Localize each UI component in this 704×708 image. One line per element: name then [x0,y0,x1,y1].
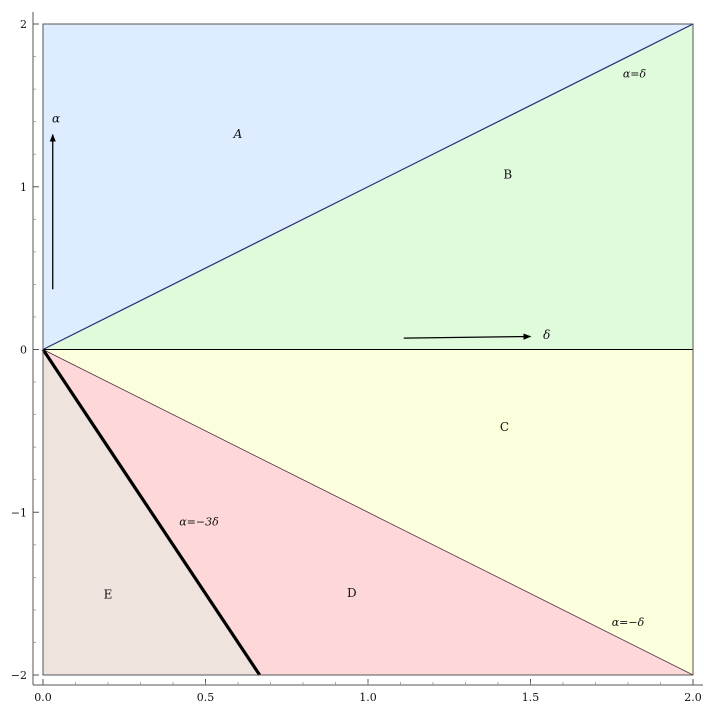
boundary-line-2 [41,348,262,676]
x-tick-label: 1.0 [359,691,377,704]
direction-arrow-label-1: δ [543,328,550,342]
x-tick-label: 0.0 [34,691,52,704]
region-label-b: B [503,168,512,182]
region-label-c: C [500,420,509,434]
x-tick-label: 0.5 [197,691,215,704]
arrow-layer: αδ [49,111,550,342]
boundary-line-layer [41,23,694,676]
direction-arrow-label-0: α [52,111,60,125]
boundary-line-1 [42,349,694,676]
boundary-line-0 [42,23,694,351]
boundary-line-label-2: α=−3δ [179,515,219,528]
y-tick-label: 0 [20,344,27,357]
y-tick-label: −1 [11,506,27,519]
axis-layer: 0.0 0.5 1.0 1.5 2.0 −2 −1 0 1 2 [11,12,703,704]
y-tick-label: −2 [11,669,27,682]
boundary-line-label-1: α=−δ [612,616,645,629]
region-label-d: D [347,586,357,600]
y-tick-label: 1 [20,181,27,194]
direction-arrow-1 [403,333,532,340]
region-label-e: E [104,588,113,602]
region-label-a: A [233,127,243,141]
boundary-line-label-0: α=δ [623,68,647,81]
plot-frame [42,23,694,676]
x-tick-label: 1.5 [522,691,540,704]
label-layer: A B C D Eα=δ α=−δ α=−3δ [104,68,647,629]
y-tick-label: 2 [20,18,27,31]
x-tick-label: 2.0 [684,691,702,704]
